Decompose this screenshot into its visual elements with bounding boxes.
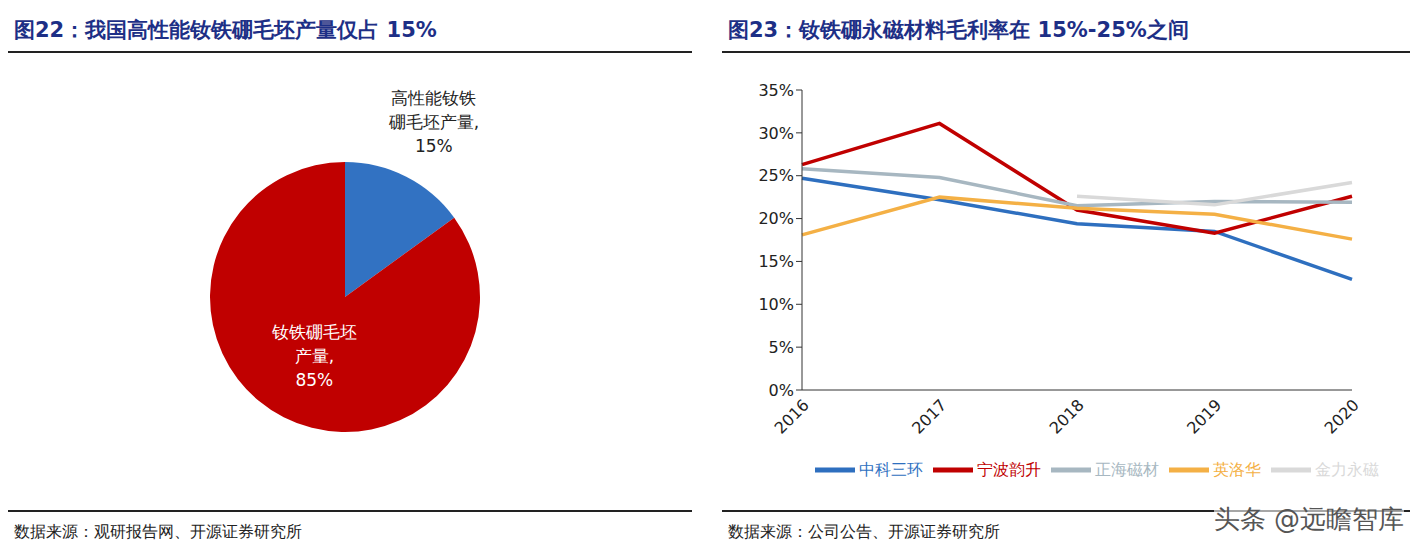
html-text:头条 @远瞻智库: 头条 @远瞻智库 bbox=[1213, 504, 1404, 534]
svg-text:0%: 0% bbox=[769, 381, 794, 400]
html-text:金力永磁: 金力永磁 bbox=[1315, 459, 1379, 479]
svg-text:5%: 5% bbox=[769, 338, 794, 357]
svg-text:2018: 2018 bbox=[1046, 395, 1088, 437]
svg-text:高性能钕铁硼毛坯产量,15%: 高性能钕铁硼毛坯产量,15% bbox=[388, 88, 479, 156]
html-text:数据来源：观研报告网、开源证券研究所: 数据来源：观研报告网、开源证券研究所 bbox=[14, 522, 302, 541]
svg-text:2016: 2016 bbox=[771, 395, 813, 437]
html-text:数据来源：公司公告、开源证券研究所: 数据来源：公司公告、开源证券研究所 bbox=[728, 522, 1000, 541]
svg-text:15%: 15% bbox=[758, 252, 794, 271]
html-text:图22：我国高性能钕铁硼毛坯产量仅占 15%: 图22：我国高性能钕铁硼毛坯产量仅占 15% bbox=[14, 18, 437, 42]
html-text:中科三环: 中科三环 bbox=[859, 459, 923, 479]
svg-text:35%: 35% bbox=[758, 81, 794, 100]
svg-text:25%: 25% bbox=[758, 166, 794, 185]
svg-text:30%: 30% bbox=[758, 124, 794, 143]
svg-text:钕铁硼毛坯产量,85%: 钕铁硼毛坯产量,85% bbox=[271, 322, 357, 390]
svg-text:2017: 2017 bbox=[908, 395, 950, 437]
html-text:正海磁材: 正海磁材 bbox=[1095, 459, 1159, 479]
svg-text:2019: 2019 bbox=[1183, 395, 1225, 437]
svg-text:20%: 20% bbox=[758, 209, 794, 228]
html-text:英洛华: 英洛华 bbox=[1213, 459, 1261, 479]
html-text:宁波韵升: 宁波韵升 bbox=[977, 459, 1041, 479]
html-text:图23：钕铁硼永磁材料毛利率在 15%-25%之间: 图23：钕铁硼永磁材料毛利率在 15%-25%之间 bbox=[728, 18, 1189, 42]
svg-text:2020: 2020 bbox=[1321, 395, 1363, 437]
svg-text:10%: 10% bbox=[758, 295, 794, 314]
